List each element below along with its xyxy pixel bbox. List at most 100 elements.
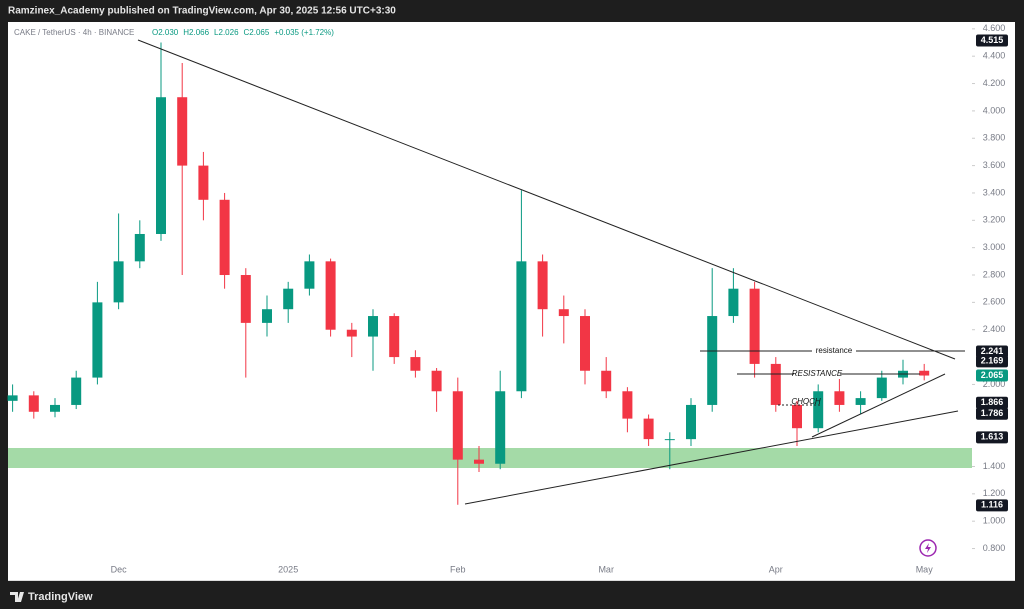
candle-body [834,391,845,405]
y-tick-label: 3.000 [983,242,1006,252]
brand: TradingView [28,591,93,603]
divider [8,580,1015,581]
candle-body [558,309,569,317]
label-bg [794,368,840,379]
price-marker-label: 2.169 [981,356,1004,366]
price-marker-label: 1.116 [981,500,1003,510]
y-tick-label: 4.400 [983,51,1006,61]
price-marker-label: 2.065 [981,370,1004,380]
y-tick-label: 3.600 [983,160,1006,170]
y-tick-label: 2.400 [983,324,1006,334]
candle-body [198,165,209,200]
candle-body [728,288,739,317]
y-tick-label: 2.800 [983,269,1006,279]
candle-body [686,404,696,440]
candle-body [304,261,315,289]
price-marker [976,369,1008,382]
price-marker [976,355,1008,368]
price-marker [976,34,1008,47]
candle-body [919,370,930,376]
candle-body [346,329,357,337]
y-tick-label: 1.200 [983,488,1006,498]
y-tick-label: 3.200 [983,215,1006,225]
candle-body [134,233,145,262]
brand-logo [10,592,24,602]
annotation: RESISTANCE [792,369,843,378]
x-tick-label: Dec [111,564,128,574]
candle-body [410,357,421,371]
lower-trendline [464,410,959,505]
ohlc-value: C2.065 [244,28,270,37]
price-marker [976,499,1008,512]
candle-body [177,97,188,166]
candle-body [156,97,166,234]
candle-body [283,288,294,310]
x-tick-label: May [916,564,934,574]
x-tick-label: Mar [598,564,614,574]
candle-body [7,395,18,401]
ohlc-value: O2.030 [152,28,179,37]
candle-body [71,377,82,405]
candle-body [495,391,506,464]
y-tick-label: 2.600 [983,297,1006,307]
candle-body [28,395,39,412]
y-tick-label: 0.800 [983,543,1006,553]
candle-body [770,363,781,405]
y-tick-label: 1.400 [983,461,1006,471]
symbol-legend: CAKE / TetherUS · 4h · BINANCE O2.030 H2.… [14,28,334,37]
candle-body [664,439,675,441]
candle-body [643,418,654,440]
candle-body [452,391,463,460]
annotation: CHOCH [791,397,821,406]
candle-body [113,261,124,303]
candle-body [389,316,400,358]
y-tick-label: 3.800 [983,133,1006,143]
label-bg [812,345,856,356]
y-tick-label: 4.600 [983,23,1006,33]
price-marker-label: 1.786 [981,408,1004,418]
ohlc-value: L2.026 [214,28,239,37]
x-tick-label: 2025 [278,564,298,574]
y-tick-label: 2.000 [983,379,1006,389]
support-zone [8,448,972,468]
candle-body [368,316,378,337]
candle-body [707,316,718,405]
candle-body [325,261,336,330]
y-tick-label: 3.400 [983,187,1006,197]
candle-body [516,261,527,392]
price-marker [976,345,1008,358]
price-marker-label: 1.866 [981,397,1004,407]
price-marker [976,396,1008,409]
y-tick-label: 4.200 [983,78,1006,88]
price-marker-label: 4.515 [981,35,1004,45]
candle-body [431,370,442,392]
annotation: resistance [816,346,853,355]
candle-body [262,309,272,323]
price-marker [976,407,1008,420]
candle-body [50,404,60,412]
candle-body [219,199,230,276]
candle-body [537,261,548,310]
price-marker-label: 2.241 [981,346,1004,356]
ohlc-value: +0.035 (+1.72%) [274,28,334,37]
inner-trendline [811,373,946,438]
candle-body [792,404,802,429]
y-tick-label: 1.000 [983,516,1006,526]
price-marker [976,431,1008,444]
candle-body [601,370,612,392]
publisher: Ramzinex_Academy published on TradingVie… [8,6,396,17]
chart-area [8,22,1015,580]
alert-bolt [925,543,931,553]
candle-body [876,377,887,399]
candle-body [474,459,484,464]
ohlc-value: H2.066 [183,28,209,37]
price-marker-label: 1.613 [981,432,1004,442]
candle-body [240,275,251,323]
plot [7,42,930,505]
upper-trendline [137,39,956,360]
candle-body [580,316,590,371]
symbol: CAKE / TetherUS · 4h · BINANCE [14,28,134,37]
x-tick-label: Apr [769,564,783,574]
